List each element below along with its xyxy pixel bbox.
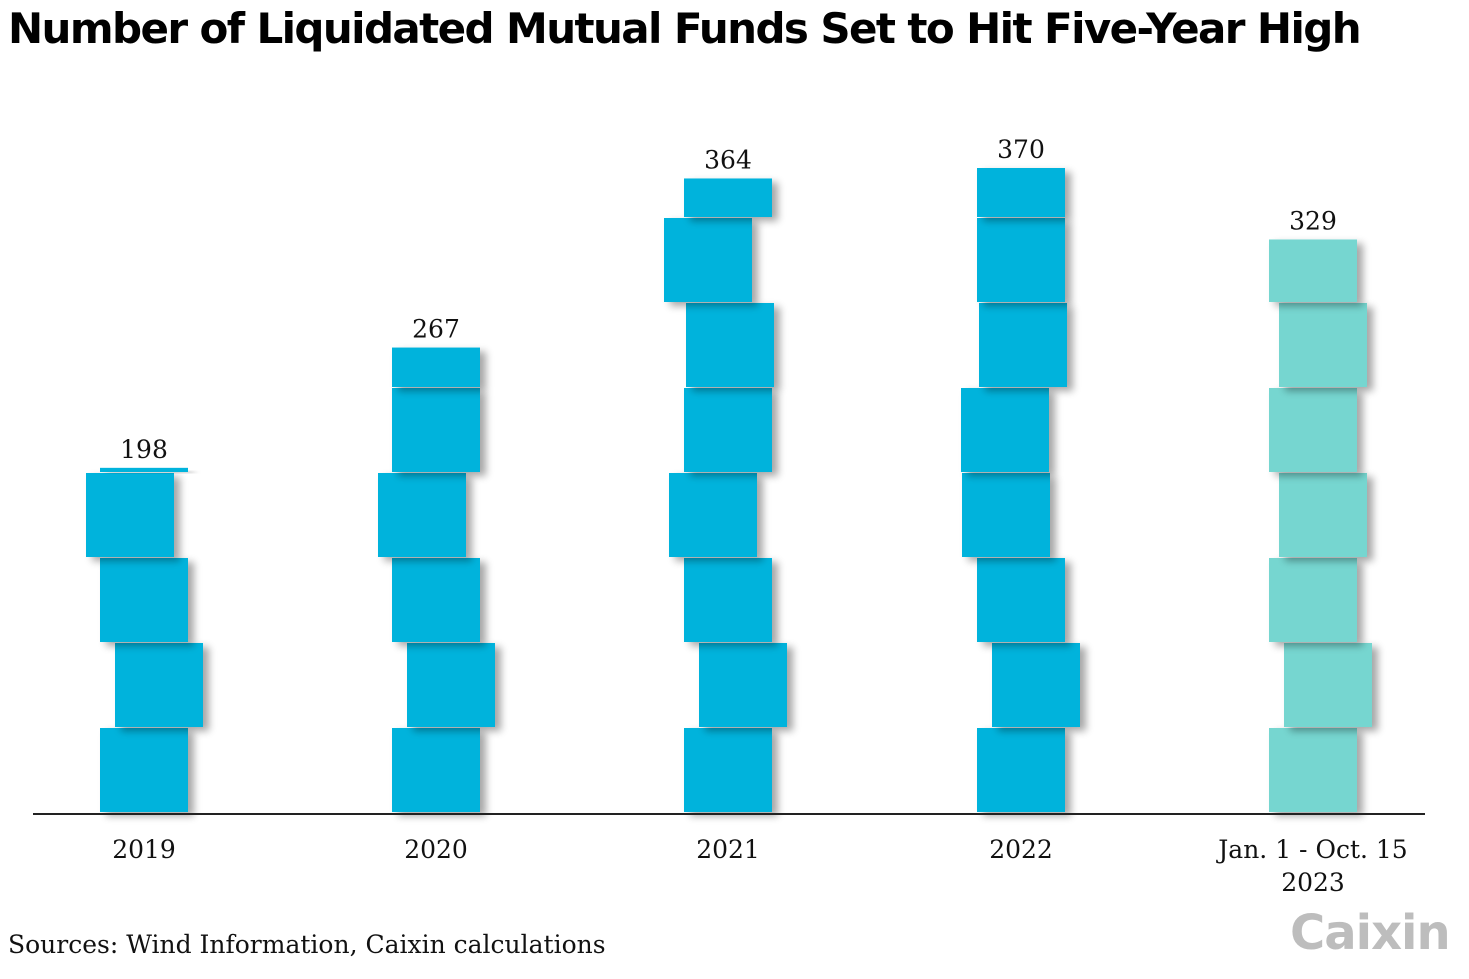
value-label: 364 (704, 145, 752, 174)
bar-block (977, 558, 1065, 642)
x-tick-label: 2023 (1281, 868, 1345, 897)
bar-block (992, 643, 1080, 727)
x-tick-label: 2019 (112, 835, 176, 864)
bar-block (664, 218, 752, 302)
x-tick-label: 2022 (989, 835, 1053, 864)
bar-block (1279, 303, 1367, 387)
bar-block (962, 473, 1050, 557)
bar-block (699, 643, 787, 727)
bar-block (961, 388, 1049, 472)
bar-block (1269, 728, 1357, 812)
bar-block (392, 347, 480, 387)
bar-block (977, 218, 1065, 302)
bar-block (684, 178, 772, 217)
x-tick-label: Jan. 1 - Oct. 15 (1215, 835, 1407, 864)
value-label: 198 (120, 435, 168, 464)
bar-block (977, 168, 1065, 217)
bar-block (1279, 473, 1367, 557)
bar-block (686, 303, 774, 387)
bar-block (100, 558, 188, 642)
value-label: 329 (1289, 206, 1337, 235)
bar-block (378, 473, 466, 557)
bar-block (1269, 239, 1357, 302)
bar (961, 168, 1080, 812)
bar-block (100, 467, 188, 472)
bar-block (977, 728, 1065, 812)
x-tick-label: 2020 (404, 835, 468, 864)
bar (378, 347, 495, 812)
bar-block (1269, 558, 1357, 642)
bar-block (1284, 643, 1372, 727)
bar-block (1269, 388, 1357, 472)
bar-block (979, 303, 1067, 387)
source-note: Sources: Wind Information, Caixin calcul… (8, 930, 606, 959)
bar-block (115, 643, 203, 727)
bar-block (684, 728, 772, 812)
bar (664, 178, 787, 812)
caixin-logo: Caixin (1290, 905, 1451, 961)
bar-block (100, 728, 188, 812)
chart-title: Number of Liquidated Mutual Funds Set to… (8, 4, 1362, 53)
value-label: 267 (412, 315, 460, 344)
bar-block (684, 388, 772, 472)
x-tick-label: 2021 (696, 835, 760, 864)
value-label: 370 (997, 135, 1045, 164)
bar-block (392, 388, 480, 472)
bar-block (392, 728, 480, 812)
bar-block (392, 558, 480, 642)
bar-block (669, 473, 757, 557)
bar-block (407, 643, 495, 727)
bar-block (86, 473, 174, 557)
bar-block (684, 558, 772, 642)
bar (86, 467, 203, 812)
bar (1269, 239, 1372, 812)
